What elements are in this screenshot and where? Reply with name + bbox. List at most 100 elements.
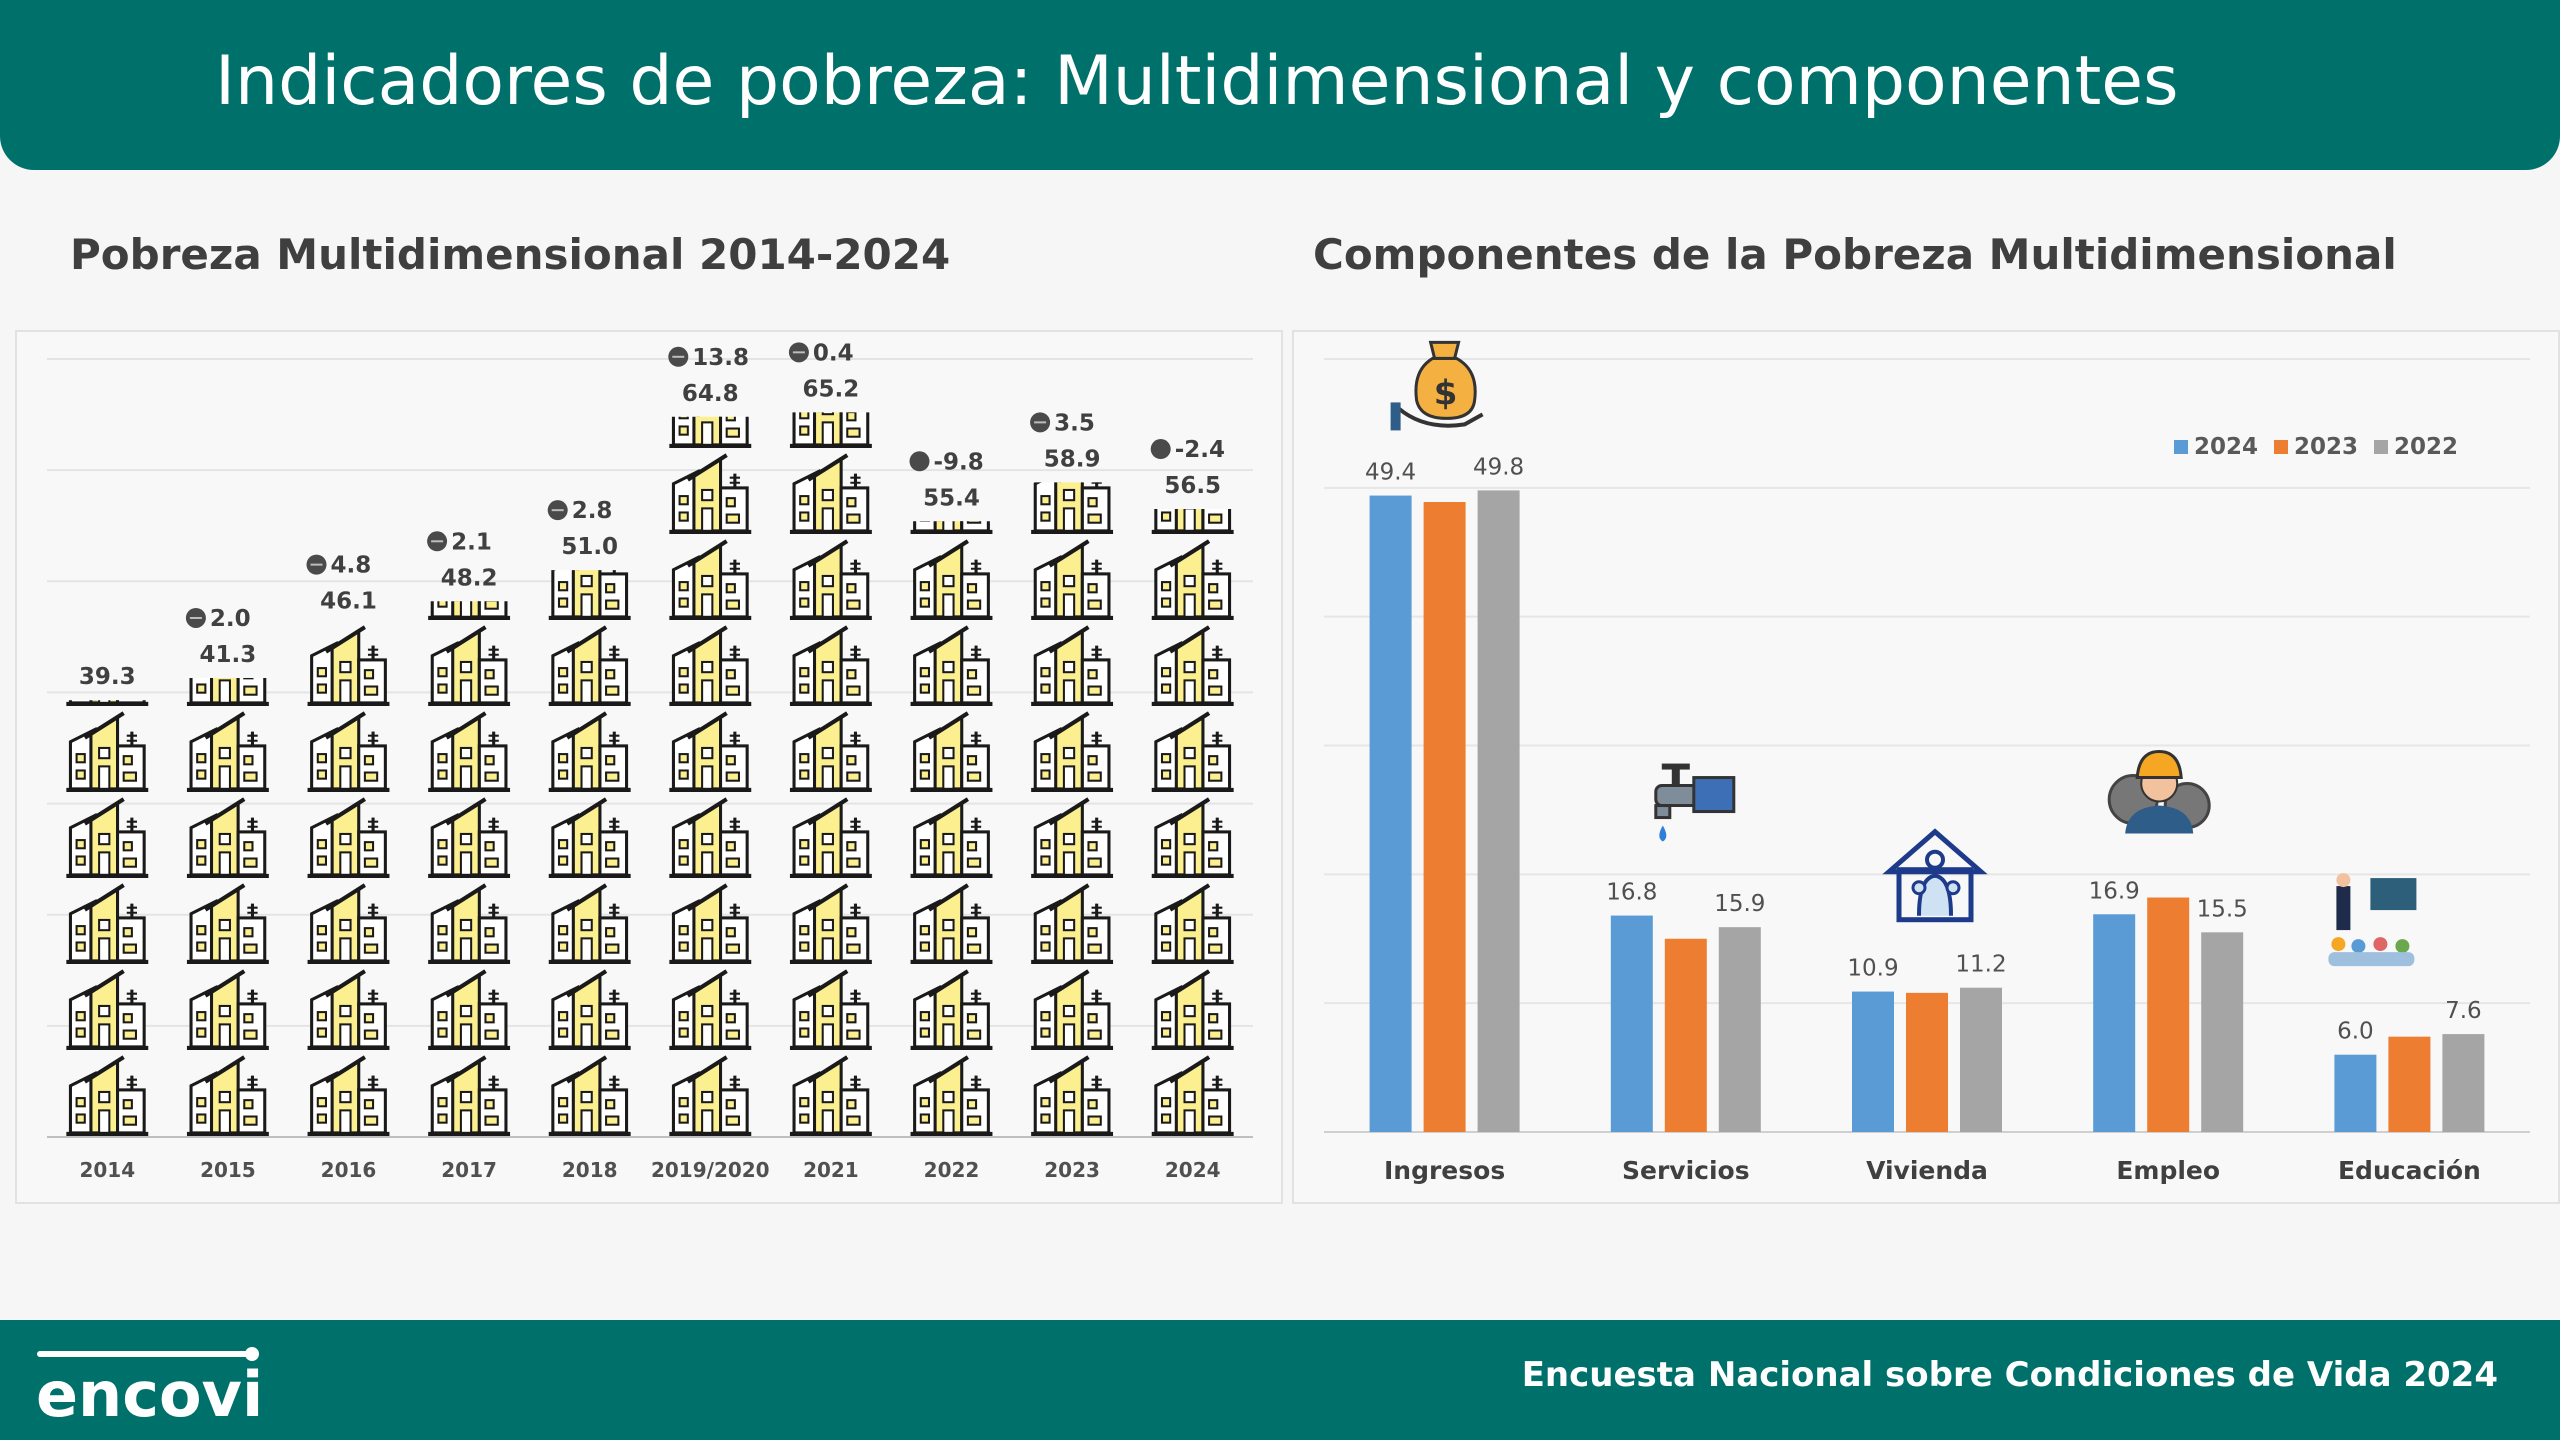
pictogram-bar — [549, 541, 631, 1134]
pictogram-bar — [308, 627, 390, 1134]
change-label: 3.5 — [1054, 410, 1095, 436]
house-icon — [669, 885, 751, 962]
change-label: 2.0 — [210, 606, 251, 632]
bar-2022 — [1477, 490, 1520, 1132]
house-icon — [308, 885, 390, 962]
house-icon — [790, 541, 872, 618]
x-tick-label: 2015 — [200, 1158, 256, 1182]
house-icon — [911, 885, 993, 962]
house-icon — [549, 1057, 631, 1134]
house-family-icon — [1882, 828, 1988, 923]
house-icon — [1152, 799, 1234, 876]
water-tap-icon — [1654, 763, 1736, 842]
value-label: 55.4 — [923, 485, 980, 511]
house-icon — [1031, 799, 1113, 876]
data-label: 10.9 — [1847, 956, 1898, 982]
data-label: 16.8 — [1606, 880, 1657, 906]
pictogram-bar — [1031, 455, 1113, 1134]
change-marker-icon — [788, 342, 809, 363]
bar-2023 — [1664, 938, 1707, 1132]
x-tick-label: Vivienda — [1866, 1156, 1988, 1185]
house-icon — [1031, 713, 1113, 790]
x-tick-label: 2018 — [562, 1158, 618, 1182]
bar-2022 — [2201, 932, 2244, 1132]
bar-2022 — [1718, 927, 1761, 1132]
legend-label: 2024 — [2194, 434, 2258, 460]
footer-banner — [0, 1320, 2560, 1440]
x-tick-label: Educación — [2338, 1156, 2481, 1185]
house-icon — [911, 1057, 993, 1134]
house-icon — [1031, 1057, 1113, 1134]
pictogram-bar — [1152, 455, 1234, 1134]
logo-text: encovi — [36, 1358, 263, 1430]
pobreza-multidimensional-chart: 39.3 2014 41.3 2.0 2015 46.1 4.8 2016 48.2 2.1 201… — [47, 340, 1253, 1182]
value-label: 48.2 — [441, 565, 498, 591]
house-icon — [1152, 1057, 1234, 1134]
change-label: 4.8 — [331, 553, 372, 579]
change-label: 0.4 — [813, 340, 854, 366]
data-label: 7.6 — [2445, 998, 2482, 1024]
footer-text: Encuesta Nacional sobre Condiciones de V… — [1521, 1355, 2498, 1395]
change-marker-icon — [1150, 439, 1171, 460]
x-tick-label: 2024 — [1165, 1158, 1221, 1182]
worker-icon — [2107, 750, 2211, 834]
house-icon — [308, 1057, 390, 1134]
house-icon — [187, 799, 269, 876]
change-marker-icon — [1030, 412, 1051, 433]
data-label: 15.5 — [2197, 896, 2248, 922]
house-icon — [187, 885, 269, 962]
bar-2022 — [1960, 987, 2002, 1132]
legend-swatch — [2274, 440, 2288, 454]
house-icon — [911, 713, 993, 790]
house-icon — [428, 1057, 510, 1134]
value-label: 65.2 — [803, 376, 860, 402]
bar-2024 — [1369, 495, 1412, 1132]
house-icon — [187, 713, 269, 790]
house-icon — [790, 885, 872, 962]
house-icon — [428, 627, 510, 704]
change-label: 2.1 — [451, 529, 492, 555]
bar-2023 — [2388, 1036, 2431, 1132]
bar-2022 — [2442, 1034, 2485, 1132]
pictogram-bar — [187, 627, 269, 1134]
x-tick-label: 2017 — [441, 1158, 497, 1182]
x-tick-label: Ingresos — [1384, 1156, 1505, 1185]
house-icon — [308, 799, 390, 876]
value-label: 46.1 — [320, 589, 377, 615]
house-icon — [1031, 627, 1113, 704]
house-icon — [790, 1057, 872, 1134]
pictogram-bar — [66, 627, 148, 1134]
house-icon — [790, 971, 872, 1048]
money-bag-icon: $ — [1390, 340, 1484, 431]
pictogram-bar — [790, 369, 872, 1134]
x-tick-label: Servicios — [1622, 1156, 1750, 1185]
x-tick-label: 2016 — [321, 1158, 377, 1182]
house-icon — [1152, 971, 1234, 1048]
house-icon — [669, 627, 751, 704]
value-label: 56.5 — [1164, 473, 1221, 499]
house-icon — [1031, 885, 1113, 962]
house-icon — [549, 713, 631, 790]
house-icon — [1152, 541, 1234, 618]
change-marker-icon — [427, 531, 448, 552]
house-icon — [1152, 627, 1234, 704]
bar-2024 — [1610, 915, 1653, 1132]
data-label: 15.9 — [1714, 891, 1765, 917]
value-label: 64.8 — [682, 381, 739, 407]
house-icon — [1152, 885, 1234, 962]
header-banner: Indicadores de pobreza: Multidimensional… — [0, 0, 2560, 170]
teacher-icon — [2328, 873, 2417, 967]
data-label: 49.8 — [1473, 454, 1524, 480]
house-icon — [428, 799, 510, 876]
house-icon — [669, 1057, 751, 1134]
value-label: 51.0 — [561, 534, 618, 560]
value-label: 41.3 — [200, 642, 257, 668]
pictogram-bar — [669, 369, 751, 1134]
right-chart-title: Componentes de la Pobreza Multidimension… — [1313, 230, 2397, 279]
x-tick-label: 2022 — [924, 1158, 980, 1182]
x-tick-label: 2023 — [1044, 1158, 1100, 1182]
bar-2024 — [2334, 1054, 2377, 1132]
legend-label: 2023 — [2294, 434, 2358, 460]
house-icon — [187, 971, 269, 1048]
bar-2023 — [2147, 897, 2190, 1132]
